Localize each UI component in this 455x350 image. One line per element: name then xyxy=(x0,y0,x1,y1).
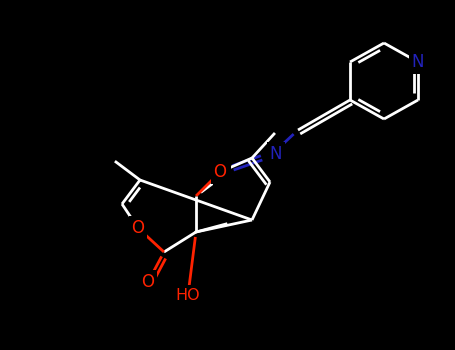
Text: N: N xyxy=(270,145,282,163)
Text: O: O xyxy=(142,273,155,291)
Text: O: O xyxy=(213,163,227,181)
Text: HO: HO xyxy=(176,287,200,302)
Text: N: N xyxy=(412,53,424,71)
Text: N: N xyxy=(216,167,228,185)
Text: O: O xyxy=(131,219,145,237)
